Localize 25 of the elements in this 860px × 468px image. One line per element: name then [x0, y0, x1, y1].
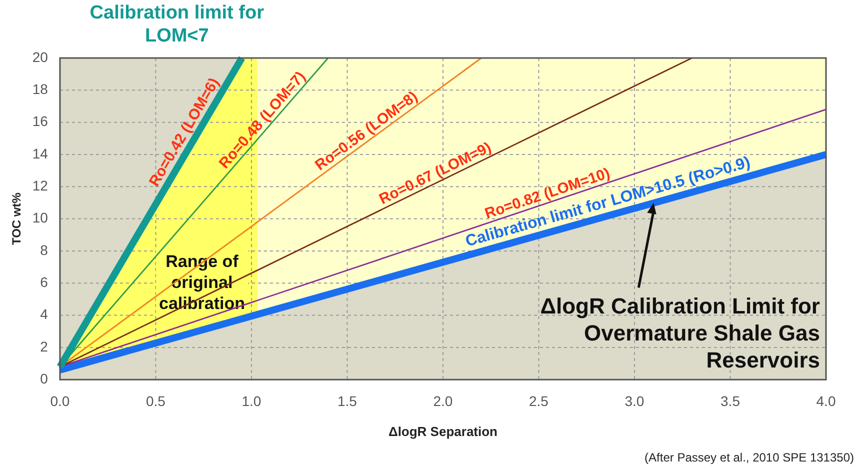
- text: (After Passey et al., 2010 SPE 131350): [644, 450, 854, 464]
- y-tick-label: 12: [32, 178, 48, 194]
- x-tick-label: 1.5: [338, 392, 358, 409]
- x-tick-label: 4.0: [816, 392, 836, 409]
- y-axis-title: TOC wt%: [10, 192, 24, 246]
- x-tick-label: 2.0: [433, 392, 453, 409]
- x-tick-label: 1.0: [242, 392, 262, 409]
- annotation: ΔlogR Calibration Limit for Overmature Shale Gas Reservoirs: [540, 294, 820, 373]
- y-tick-label: 8: [40, 242, 48, 258]
- y-tick-label: 20: [32, 48, 48, 65]
- y-tick-label: 16: [32, 113, 48, 130]
- y-tick-label: 0: [40, 370, 48, 386]
- x-tick-label: 3.5: [720, 392, 740, 409]
- x-tick-label: 3.0: [624, 392, 644, 409]
- text: Calibration limit for LOM<7: [90, 2, 265, 47]
- x-tick-label: 2.5: [529, 392, 549, 409]
- y-tick-label: 2: [40, 338, 48, 354]
- y-tick-label: 10: [32, 210, 48, 226]
- y-tick-label: 6: [40, 274, 48, 290]
- x-tick-label: 0.5: [146, 392, 166, 409]
- y-tick-label: 14: [32, 145, 48, 162]
- x-axis-title: ΔlogR Separation: [388, 424, 498, 439]
- x-tick-label: 0.0: [50, 392, 70, 409]
- y-tick-label: 18: [32, 81, 48, 98]
- y-tick-label: 4: [40, 306, 48, 322]
